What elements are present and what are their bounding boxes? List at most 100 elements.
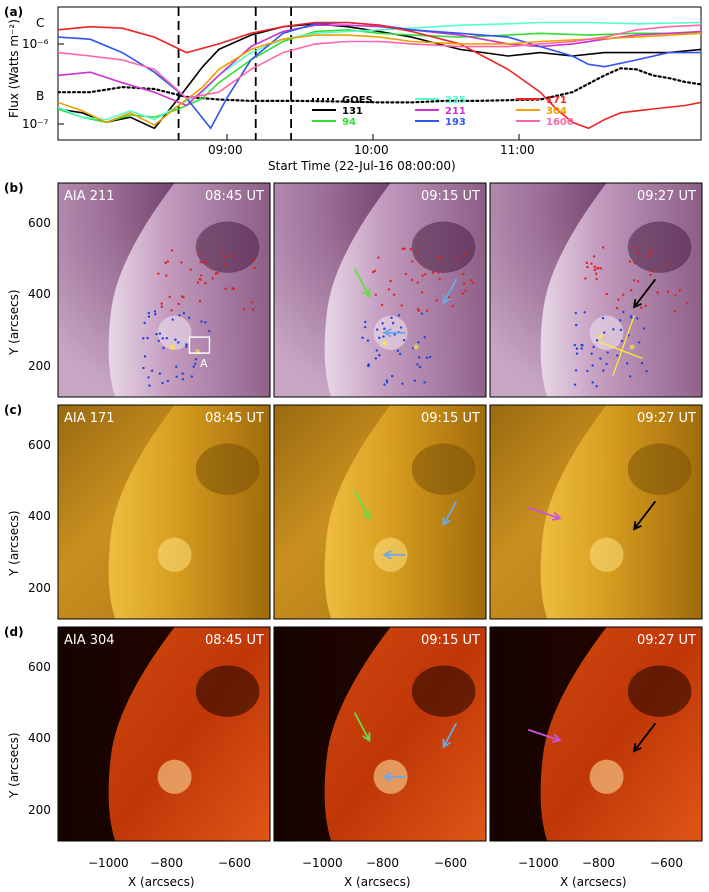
dark-region	[627, 221, 692, 273]
cut-line	[612, 315, 635, 376]
negative-polarity-dot	[580, 347, 583, 350]
panel-d-label: (d)	[4, 625, 24, 639]
negative-polarity-dot	[390, 374, 394, 378]
image-panel-171-3: 09:27 UT	[489, 404, 703, 620]
time-label: 08:45 UT	[205, 411, 264, 426]
region-box-a-label: A	[200, 357, 208, 370]
annotation-arrow-head	[551, 733, 562, 743]
positive-polarity-dot	[431, 271, 435, 274]
positive-polarity-dot	[419, 262, 422, 265]
positive-polarity-dot	[189, 268, 192, 271]
positive-polarity-dot	[674, 294, 677, 297]
negative-polarity-dot	[418, 356, 421, 359]
dark-region	[411, 665, 476, 717]
event-lines	[177, 7, 292, 140]
negative-polarity-dot	[595, 384, 598, 388]
image-frame	[57, 626, 271, 842]
positive-polarity-dot	[424, 273, 427, 276]
negative-polarity-dot	[428, 355, 432, 359]
negative-polarity-dot	[190, 375, 193, 378]
x-tick-labels: −1000 −800 −600 −1000 −800 −600 −1000 −8…	[88, 856, 683, 870]
positive-polarity-dot	[628, 260, 632, 263]
negative-polarity-dot	[187, 316, 191, 320]
negative-polarity-dot	[208, 330, 211, 333]
negative-polarity-dot	[645, 370, 648, 373]
image-panel-211-2: 09:15 UT * *	[273, 182, 487, 398]
negative-polarity-dot	[411, 347, 415, 350]
image-frame	[273, 182, 487, 398]
negative-polarity-dot	[158, 332, 162, 335]
negative-polarity-dot	[625, 362, 629, 365]
negative-polarity-dot	[367, 363, 370, 366]
negative-polarity-dot	[182, 312, 186, 315]
negative-polarity-dot	[423, 336, 426, 339]
negative-polarity-dot	[177, 341, 180, 344]
positive-polarity-dot	[374, 293, 378, 297]
legend-label-131: 131	[342, 106, 363, 117]
negative-polarity-dot	[640, 361, 644, 365]
negative-polarity-dot	[390, 316, 393, 320]
ytick-600-b: 600	[28, 216, 51, 230]
negative-polarity-dot	[363, 325, 367, 329]
positive-polarity-dot	[636, 280, 640, 283]
negative-polarity-dot	[397, 314, 401, 317]
image-frame	[489, 626, 703, 842]
y-tick-labels: 600 400 200 600 400 200 600 400 200	[28, 216, 51, 817]
positive-polarity-dot	[251, 308, 255, 311]
image-panel-211-3: 09:27 UT * *	[489, 182, 703, 398]
positive-polarity-dot	[205, 261, 208, 264]
positive-polarity-dot	[166, 260, 170, 263]
positive-polarity-dot	[180, 261, 183, 264]
negative-polarity-dot	[147, 311, 151, 315]
negative-polarity-dot	[402, 338, 406, 342]
positive-polarity-dot	[411, 260, 414, 263]
ytick-200-d: 200	[28, 803, 51, 817]
negative-polarity-dot	[175, 375, 178, 378]
legend-label-335: 335	[445, 95, 466, 106]
positive-polarity-dot	[644, 304, 648, 308]
positive-polarity-dot	[615, 306, 619, 310]
xtick-col2-600: −600	[434, 856, 467, 870]
time-label: 09:27 UT	[637, 411, 696, 426]
time-label: 09:15 UT	[421, 633, 480, 648]
negative-polarity-dot	[150, 369, 154, 373]
negative-polarity-dot	[580, 343, 583, 347]
active-region	[157, 315, 192, 350]
positive-polarity-dot	[421, 274, 424, 277]
negative-polarity-dot	[605, 362, 608, 366]
negative-polarity-dot	[574, 311, 578, 315]
legend-label-1600: 1600	[546, 117, 574, 128]
negative-polarity-dot	[590, 352, 593, 355]
negative-polarity-dot	[185, 343, 188, 346]
annotation-arrow-head	[442, 294, 451, 305]
negative-polarity-dot	[603, 331, 606, 334]
negative-polarity-dot	[381, 322, 384, 325]
negative-polarity-dot	[620, 339, 624, 343]
annotation-arrow	[442, 500, 458, 526]
series-line-1600	[58, 24, 701, 100]
positive-polarity-dot	[673, 309, 676, 313]
active-region	[589, 759, 624, 794]
positive-polarity-dot	[198, 277, 202, 281]
negative-polarity-dot	[148, 384, 151, 387]
negative-polarity-dot	[158, 372, 162, 375]
negative-polarity-dot	[194, 362, 197, 365]
positive-polarity-dot	[377, 256, 380, 259]
panel-b-label: (b)	[4, 181, 24, 195]
positive-polarity-dot	[593, 265, 596, 268]
positive-polarity-dot	[211, 277, 215, 280]
negative-polarity-dot	[398, 352, 402, 356]
positive-polarity-dot	[425, 309, 429, 312]
negative-polarity-dot	[385, 379, 389, 382]
positive-polarity-dot	[617, 298, 620, 301]
positive-polarity-dot	[221, 250, 225, 254]
star-marker: *	[597, 333, 604, 348]
star-marker: *	[413, 343, 420, 358]
negative-polarity-dot	[157, 339, 160, 343]
negative-polarity-dot	[618, 319, 622, 322]
negative-polarity-dot	[171, 318, 174, 321]
positive-polarity-dot	[438, 255, 441, 259]
negative-polarity-dot	[391, 321, 395, 325]
positive-polarity-dot	[157, 272, 160, 275]
